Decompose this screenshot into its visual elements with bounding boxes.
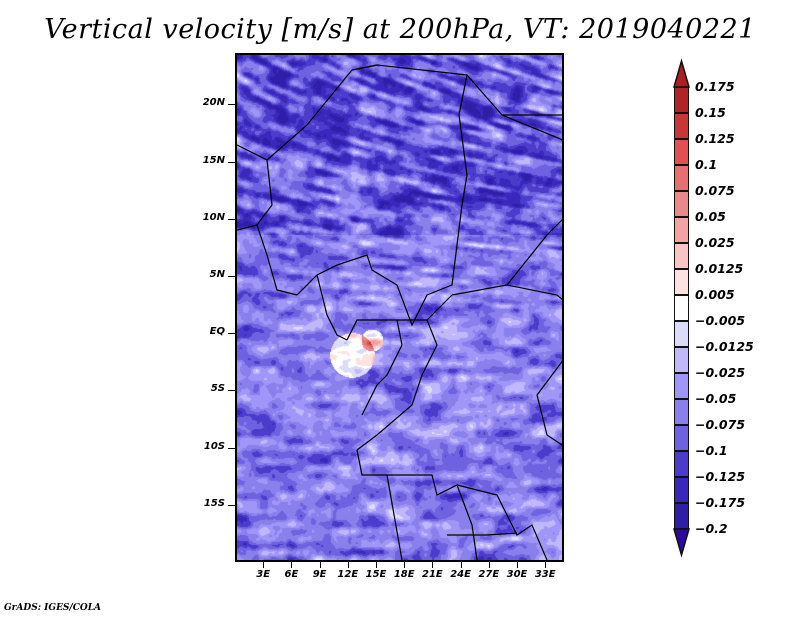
country-border-line [451,219,562,296]
colorbar-swatch [674,113,689,139]
lon-tick [432,562,434,568]
country-border-line [386,474,403,560]
lat-tick [228,218,235,220]
lat-tick-label: 20N [202,97,225,109]
country-border-line [361,319,403,416]
colorbar-swatch [674,191,689,217]
country-border-line [536,394,562,446]
colorbar-swatch [674,347,689,373]
colorbar-swatch [674,373,689,399]
lon-tick-label: 21E [422,569,443,580]
country-border-line [456,484,548,560]
country-border-line [506,284,562,396]
lat-tick [228,447,235,449]
lon-tick-label: 18E [393,569,415,580]
lon-tick-label: 9E [312,569,327,580]
lon-tick-label: 27E [478,569,500,580]
lon-tick [319,562,321,568]
colorbar-swatch [674,243,689,269]
lon-tick [488,562,490,568]
lon-tick-label: 6E [284,569,299,580]
colorbar-label: −0.05 [695,391,737,406]
colorbar-label: 0.0125 [695,261,744,276]
lat-tick [228,161,235,163]
lat-tick [228,104,235,106]
colorbar-label: 0.15 [695,105,726,120]
country-border-line [296,74,468,327]
colorbar-label: 0.005 [695,287,735,302]
lat-tick [228,333,235,335]
lon-tick-label: 12E [337,569,359,580]
credit-label: GrADS: IGES/COLA [4,603,102,613]
map-panel [235,53,564,562]
colorbar-label: 0.175 [695,79,735,94]
colorbar-swatch [674,87,689,113]
colorbar-label: 0.05 [695,209,726,224]
colorbar-swatch [674,425,689,451]
colorbar-swatch [674,139,689,165]
colorbar-label: −0.1 [695,443,728,458]
colorbar-label: 0.025 [695,235,735,250]
lat-tick-label: 5S [210,383,225,395]
country-border-line [356,449,478,560]
country-border-line [256,224,298,296]
colorbar-max-arrow [673,58,690,88]
lon-tick [460,562,462,568]
lon-tick [517,562,518,568]
lat-tick-label: 15S [203,497,225,509]
lon-tick-label: 15E [365,569,387,580]
colorbar-swatch [674,295,689,321]
country-border-line [351,64,562,116]
colorbar-swatch [674,451,689,477]
colorbar-swatch [674,321,689,347]
lat-tick-label: 5N [209,269,225,281]
colorbar-label: −0.075 [695,417,746,432]
colorbar-label: −0.005 [695,313,746,328]
colorbar-label: 0.125 [695,131,735,146]
lat-tick-label: EQ [209,326,225,338]
colorbar-min-arrow [673,528,690,558]
lon-tick [347,562,349,568]
country-border-line [356,319,438,451]
lon-tick [545,562,547,568]
colorbar-swatch [674,399,689,425]
chart-title: Vertical velocity [m/s] at 200hPa, VT: 2… [44,14,756,45]
country-borders [237,64,562,560]
lat-tick-label: 10S [203,440,225,452]
lat-tick [228,390,235,392]
country-border-line [447,532,518,536]
colorbar-label: −0.025 [695,365,746,380]
colorbar-swatch [674,503,689,529]
lat-tick [228,276,235,278]
colorbar-label: −0.2 [695,521,728,536]
lat-tick-label: 15N [202,154,225,166]
lon-tick [291,562,293,568]
colorbar-label: −0.175 [695,495,746,510]
colorbar-swatch [674,165,689,191]
colorbar-label: −0.125 [695,469,746,484]
lon-tick-label: 30E [506,569,528,580]
lat-tick-label: 10N [202,211,225,223]
lon-tick-label: 3E [256,569,271,580]
lon-tick [404,562,406,568]
colorbar-swatch [674,269,689,295]
country-border-line [237,159,273,231]
lon-tick [376,562,377,568]
country-border-line [237,64,378,161]
colorbar-swatch [674,217,689,243]
colorbar-label: −0.0125 [695,339,754,354]
lon-tick-label: 24E [450,569,471,580]
country-border-line [346,294,453,341]
colorbar-label: 0.1 [695,157,718,172]
lat-tick [228,504,235,506]
colorbar-swatch [674,477,689,503]
country-border-line [316,274,348,341]
lon-tick [263,562,265,568]
lon-tick-label: 33E [534,569,556,580]
country-border-line [501,114,562,141]
colorbar-label: 0.075 [695,183,735,198]
